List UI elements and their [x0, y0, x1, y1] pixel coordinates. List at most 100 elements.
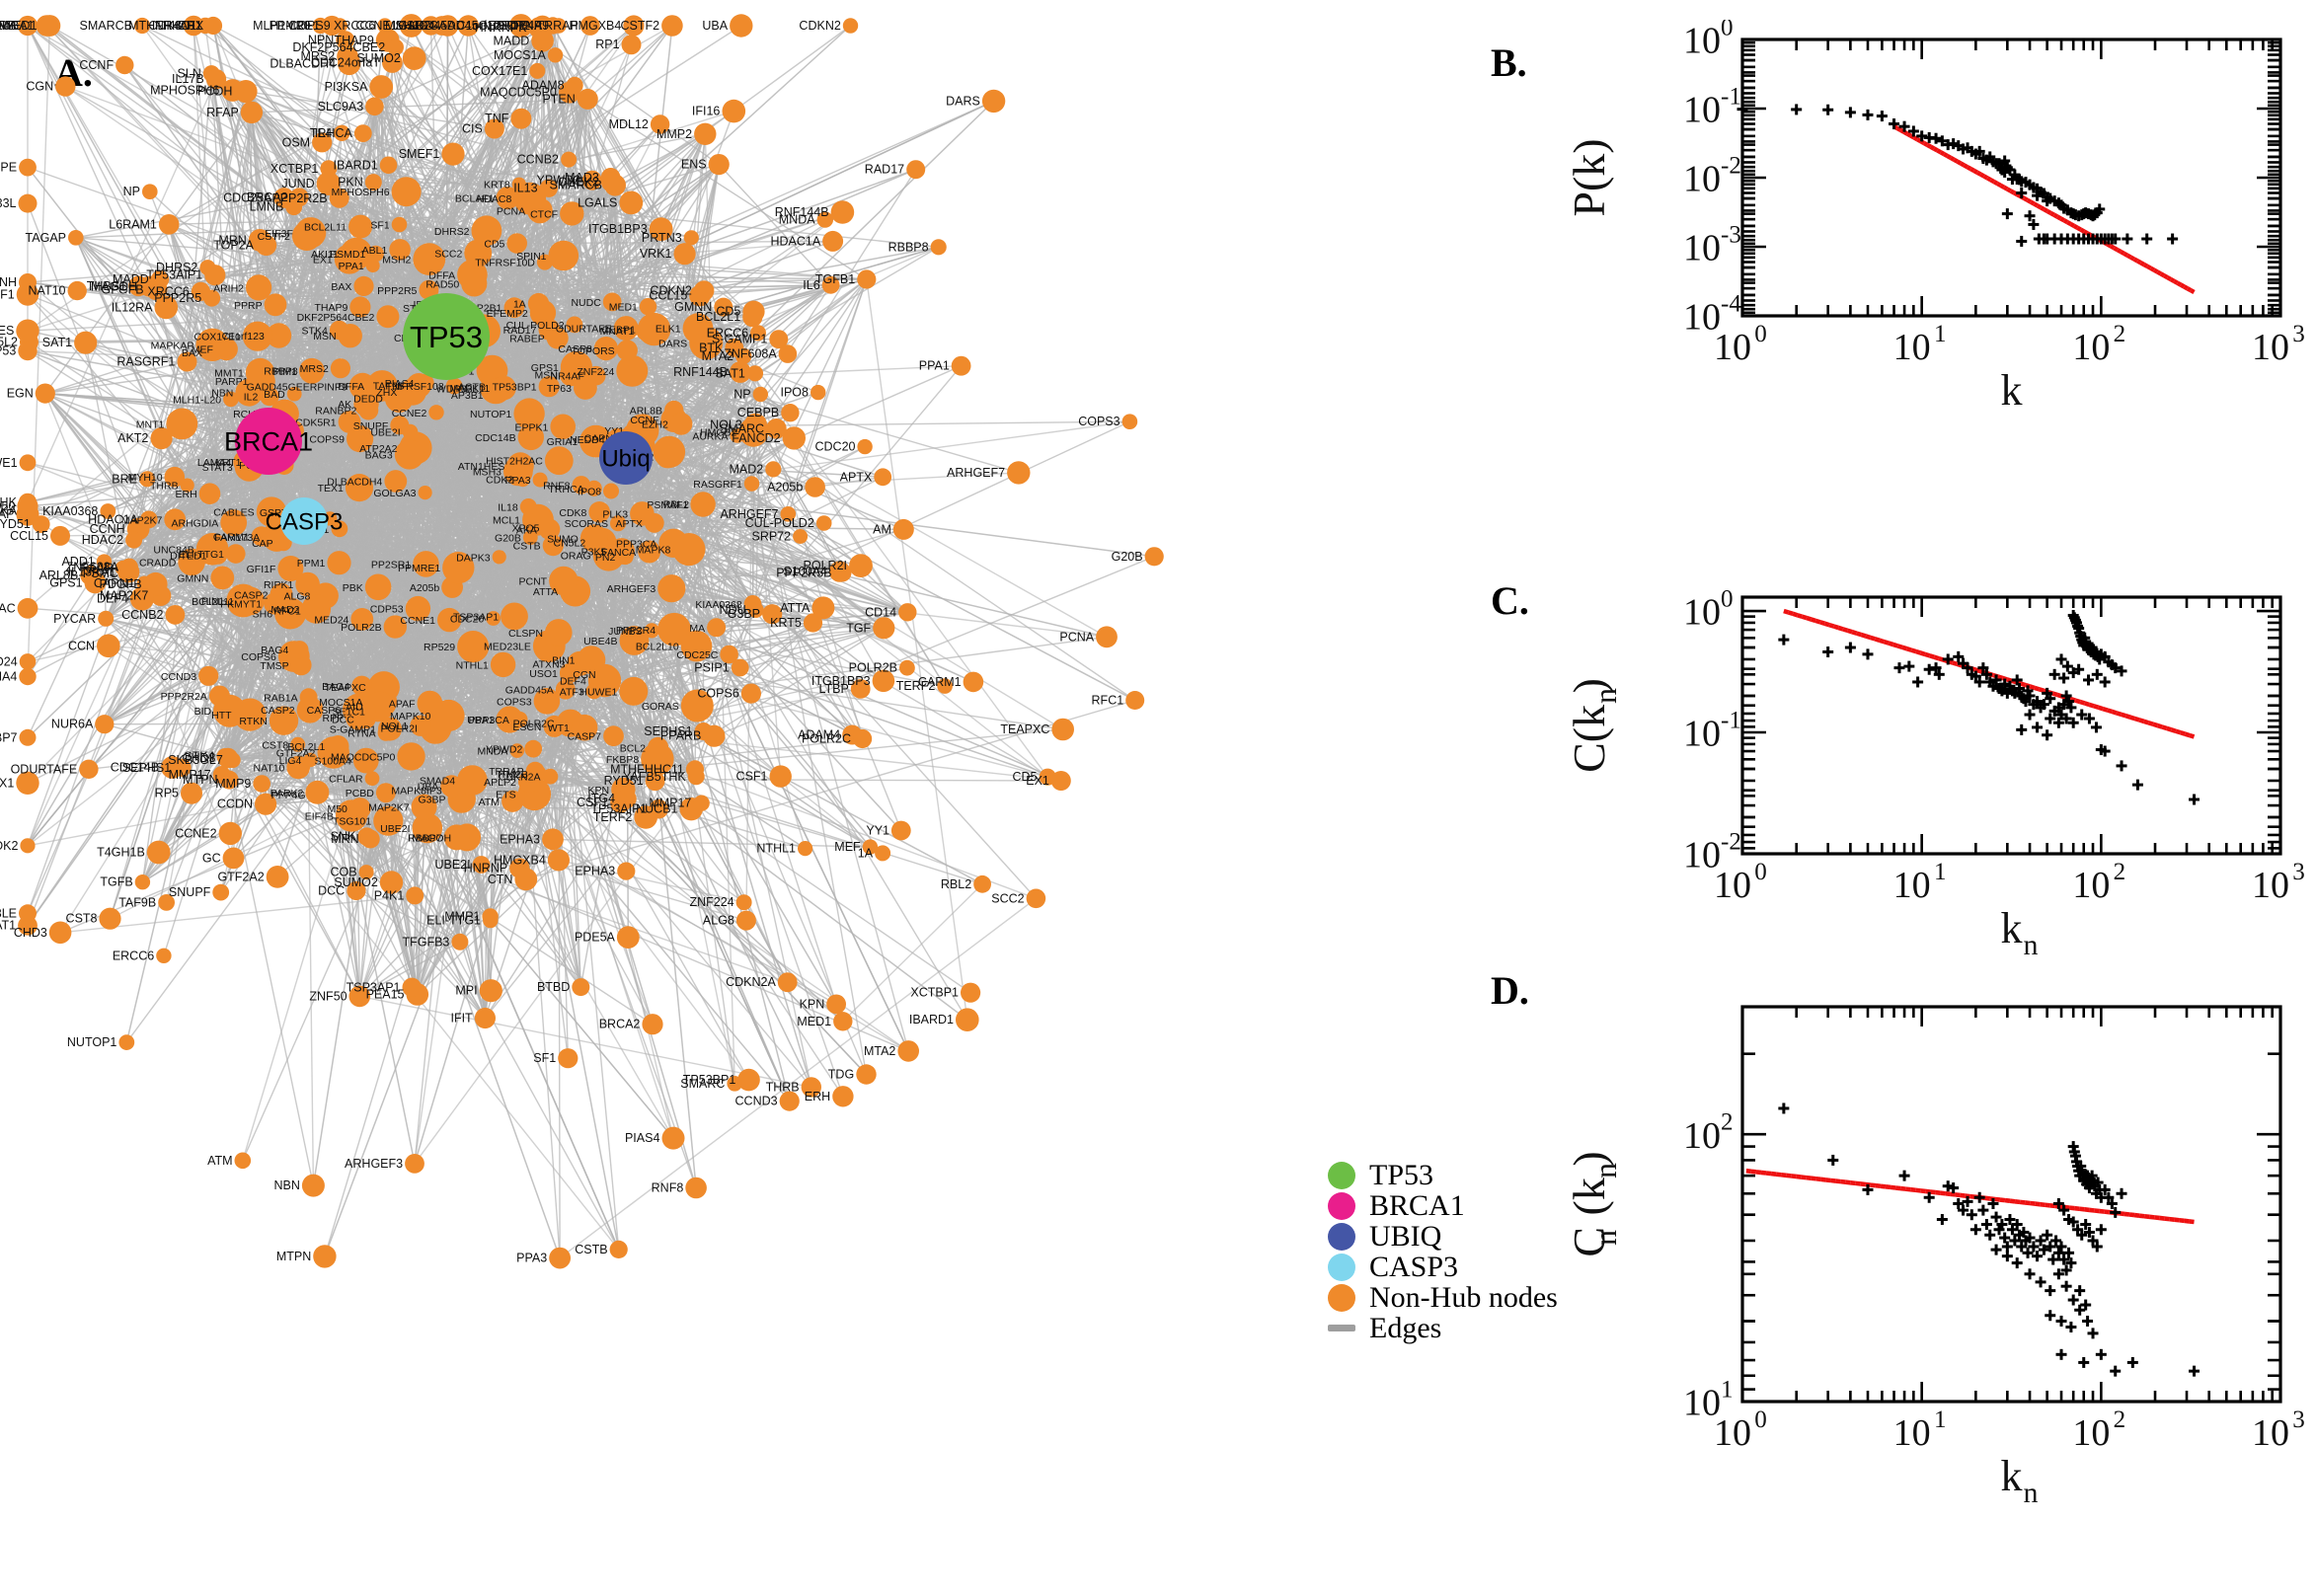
network-node[interactable]	[524, 740, 542, 758]
network-node[interactable]	[361, 830, 380, 849]
network-node[interactable]	[483, 913, 498, 928]
network-node[interactable]	[19, 668, 36, 685]
network-node[interactable]	[548, 849, 570, 871]
network-node[interactable]	[549, 241, 579, 271]
network-node[interactable]	[549, 1248, 571, 1269]
network-node[interactable]	[365, 574, 392, 601]
network-node[interactable]	[779, 344, 798, 363]
network-node[interactable]	[212, 884, 229, 901]
network-node[interactable]	[874, 468, 891, 486]
network-node[interactable]	[662, 1127, 685, 1150]
network-node[interactable]	[982, 90, 1005, 113]
network-node[interactable]	[875, 845, 890, 861]
network-node[interactable]	[1051, 719, 1074, 741]
network-node[interactable]	[542, 828, 564, 850]
network-node[interactable]	[392, 177, 422, 206]
network-node[interactable]	[622, 35, 642, 54]
network-node[interactable]	[166, 605, 186, 625]
network-node[interactable]	[906, 160, 925, 179]
network-node[interactable]	[19, 159, 37, 177]
network-node[interactable]	[723, 100, 746, 123]
network-node[interactable]	[707, 618, 726, 637]
network-node[interactable]	[805, 477, 825, 497]
network-node[interactable]	[856, 1064, 876, 1084]
network-node[interactable]	[811, 596, 834, 619]
network-node[interactable]	[198, 666, 218, 686]
network-node[interactable]	[235, 1153, 252, 1170]
network-node[interactable]	[20, 454, 37, 471]
network-node[interactable]	[730, 14, 752, 37]
network-node[interactable]	[135, 874, 150, 889]
network-node[interactable]	[798, 841, 812, 856]
network-node[interactable]	[849, 554, 873, 577]
network-node[interactable]	[661, 15, 683, 37]
network-node[interactable]	[142, 184, 158, 199]
network-node[interactable]	[617, 340, 638, 360]
network-node[interactable]	[973, 875, 991, 893]
network-node[interactable]	[97, 635, 120, 658]
network-node[interactable]	[95, 715, 114, 733]
network-node[interactable]	[380, 157, 398, 175]
network-node[interactable]	[548, 47, 563, 62]
network-node[interactable]	[617, 926, 640, 949]
network-node[interactable]	[348, 215, 372, 239]
network-node[interactable]	[265, 293, 287, 316]
network-node[interactable]	[331, 358, 350, 378]
network-node[interactable]	[428, 405, 443, 419]
network-node[interactable]	[510, 109, 531, 129]
network-node[interactable]	[226, 544, 246, 564]
network-node[interactable]	[616, 355, 648, 387]
network-node[interactable]	[694, 123, 716, 145]
network-node[interactable]	[558, 1048, 578, 1068]
network-node[interactable]	[793, 529, 808, 544]
network-node[interactable]	[931, 239, 947, 255]
network-node[interactable]	[156, 949, 171, 963]
network-node[interactable]	[19, 194, 38, 213]
network-node[interactable]	[578, 89, 598, 110]
network-node[interactable]	[952, 356, 971, 376]
network-node[interactable]	[313, 1245, 336, 1267]
network-node[interactable]	[339, 324, 362, 347]
network-node[interactable]	[98, 611, 114, 627]
network-node[interactable]	[736, 911, 756, 931]
network-node[interactable]	[783, 426, 806, 449]
network-node[interactable]	[1145, 547, 1164, 566]
network-node[interactable]	[833, 1012, 852, 1030]
network-node[interactable]	[406, 886, 424, 904]
network-node[interactable]	[873, 617, 894, 639]
network-node[interactable]	[475, 1008, 496, 1028]
network-node[interactable]	[703, 725, 725, 747]
network-node[interactable]	[99, 908, 120, 930]
network-node[interactable]	[376, 305, 399, 328]
network-node[interactable]	[520, 498, 537, 515]
network-node[interactable]	[694, 280, 715, 301]
network-node[interactable]	[68, 230, 84, 246]
network-node[interactable]	[55, 76, 75, 96]
network-node[interactable]	[831, 200, 855, 224]
network-node[interactable]	[693, 796, 709, 811]
network-node[interactable]	[899, 660, 915, 676]
network-node[interactable]	[50, 526, 70, 546]
network-node[interactable]	[19, 904, 37, 922]
network-node[interactable]	[1051, 771, 1071, 791]
network-node[interactable]	[223, 848, 245, 870]
network-node[interactable]	[617, 863, 635, 880]
network-node[interactable]	[672, 533, 705, 566]
network-node[interactable]	[843, 18, 858, 33]
network-node[interactable]	[956, 1008, 979, 1031]
network-node[interactable]	[20, 729, 37, 746]
network-node[interactable]	[657, 574, 685, 602]
network-node[interactable]	[601, 173, 620, 191]
network-node[interactable]	[159, 214, 180, 235]
network-node[interactable]	[732, 659, 749, 677]
network-node[interactable]	[116, 56, 133, 74]
network-node[interactable]	[395, 440, 425, 470]
network-node[interactable]	[18, 598, 39, 619]
network-node[interactable]	[392, 217, 408, 233]
network-node[interactable]	[753, 387, 768, 402]
network-node[interactable]	[397, 742, 425, 770]
network-node[interactable]	[68, 281, 87, 300]
network-node[interactable]	[267, 866, 289, 888]
network-node[interactable]	[74, 332, 97, 354]
network-node[interactable]	[857, 269, 876, 288]
